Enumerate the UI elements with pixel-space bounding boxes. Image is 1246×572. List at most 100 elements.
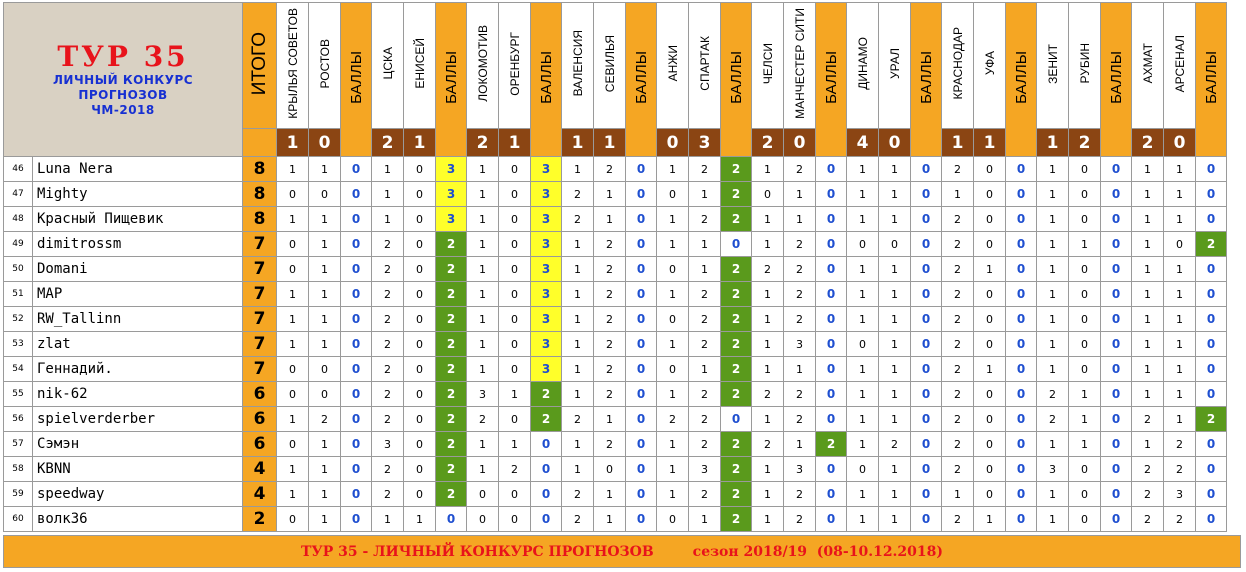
match-points: 2 bbox=[435, 481, 467, 507]
away-goals: 0 bbox=[783, 128, 816, 157]
home-prediction: 1 bbox=[371, 181, 404, 207]
table-row: 54 Геннадий. 7 0 0 0 2 0 2 1 0 3 1 2 0 0 1 2 1 1 0 1 1 0 2 1 0 1 0 0 1… bbox=[3, 356, 1227, 382]
home-team-name: ЧЕЛСИ bbox=[760, 42, 775, 85]
home-prediction: 1 bbox=[846, 281, 879, 307]
away-prediction: 1 bbox=[308, 456, 341, 482]
away-prediction: 0 bbox=[498, 181, 531, 207]
home-prediction: 2 bbox=[941, 156, 974, 182]
away-prediction: 0 bbox=[973, 406, 1006, 432]
home-prediction: 1 bbox=[466, 206, 499, 232]
home-prediction: 0 bbox=[846, 456, 879, 482]
away-prediction: 2 bbox=[308, 406, 341, 432]
home-prediction: 1 bbox=[1036, 256, 1069, 282]
row-number: 57 bbox=[3, 431, 33, 457]
home-prediction: 0 bbox=[276, 356, 309, 382]
home-goals: 4 bbox=[846, 128, 879, 157]
away-prediction: 1 bbox=[783, 356, 816, 382]
match-points: 2 bbox=[720, 306, 752, 332]
home-prediction: 2 bbox=[1036, 381, 1069, 407]
home-team-name: АХМАТ bbox=[1140, 43, 1155, 84]
tour-subtitle-line: ЧМ-2018 bbox=[91, 103, 155, 117]
away-prediction: 0 bbox=[498, 506, 531, 532]
away-prediction: 0 bbox=[1068, 206, 1101, 232]
match-points: 0 bbox=[625, 281, 657, 307]
match-points: 2 bbox=[720, 506, 752, 532]
away-goals: 1 bbox=[593, 128, 626, 157]
match-points: 0 bbox=[815, 506, 847, 532]
home-prediction: 1 bbox=[276, 306, 309, 332]
home-prediction: 1 bbox=[656, 231, 689, 257]
home-prediction: 2 bbox=[941, 256, 974, 282]
away-prediction: 0 bbox=[1068, 456, 1101, 482]
home-prediction: 1 bbox=[1036, 281, 1069, 307]
player-name: nik-62 bbox=[32, 381, 243, 407]
away-prediction: 2 bbox=[593, 231, 626, 257]
home-prediction: 1 bbox=[1036, 506, 1069, 532]
away-prediction: 0 bbox=[593, 456, 626, 482]
away-goals: 1 bbox=[498, 128, 531, 157]
home-prediction: 1 bbox=[371, 206, 404, 232]
away-team-name: АРСЕНАЛ bbox=[1172, 34, 1187, 93]
away-prediction: 1 bbox=[1163, 281, 1196, 307]
home-prediction: 2 bbox=[371, 381, 404, 407]
player-name: Domani bbox=[32, 256, 243, 282]
match-points: 0 bbox=[530, 456, 562, 482]
match-points: 2 bbox=[530, 381, 562, 407]
away-prediction: 0 bbox=[973, 456, 1006, 482]
match-points: 0 bbox=[1100, 506, 1132, 532]
away-prediction: 2 bbox=[688, 381, 721, 407]
home-prediction: 1 bbox=[1131, 356, 1164, 382]
player-name: Сэмэн bbox=[32, 431, 243, 457]
predictions-table: ТУР 35 ЛИЧНЫЙ КОНКУРС ПРОГНОЗОВ ЧМ-2018 ИТОГ… bbox=[3, 2, 1227, 532]
home-prediction: 0 bbox=[656, 356, 689, 382]
away-prediction: 0 bbox=[973, 156, 1006, 182]
home-prediction: 1 bbox=[846, 306, 879, 332]
player-name: Геннадий. bbox=[32, 356, 243, 382]
away-prediction: 1 bbox=[878, 181, 911, 207]
away-prediction: 0 bbox=[403, 256, 436, 282]
points-header-label: БАЛЛЫ bbox=[1012, 51, 1030, 104]
match-points: 0 bbox=[1005, 481, 1037, 507]
away-prediction: 1 bbox=[878, 331, 911, 357]
home-team-header: АНЖИ bbox=[656, 2, 689, 129]
away-prediction: 0 bbox=[308, 381, 341, 407]
away-prediction: 2 bbox=[783, 231, 816, 257]
tour-subtitle-line: ЛИЧНЫЙ КОНКУРС bbox=[52, 73, 194, 87]
points-header: БАЛЛЫ bbox=[815, 2, 847, 157]
home-prediction: 2 bbox=[941, 281, 974, 307]
match-points: 2 bbox=[435, 331, 467, 357]
away-prediction: 1 bbox=[593, 181, 626, 207]
match-points: 0 bbox=[625, 181, 657, 207]
away-team-name: СПАРТАК bbox=[697, 36, 712, 91]
home-prediction: 0 bbox=[846, 331, 879, 357]
home-prediction: 1 bbox=[561, 456, 594, 482]
home-prediction: 2 bbox=[371, 281, 404, 307]
match-points: 0 bbox=[340, 431, 372, 457]
match-points: 3 bbox=[530, 231, 562, 257]
home-team-header: КРЫЛЬЯ СОВЕТОВ bbox=[276, 2, 309, 129]
away-prediction: 1 bbox=[308, 306, 341, 332]
home-prediction: 1 bbox=[1036, 306, 1069, 332]
away-prediction: 0 bbox=[403, 456, 436, 482]
home-prediction: 2 bbox=[656, 406, 689, 432]
away-prediction: 1 bbox=[688, 181, 721, 207]
away-prediction: 1 bbox=[878, 356, 911, 382]
points-header: БАЛЛЫ bbox=[340, 2, 372, 157]
match-points: 0 bbox=[1100, 181, 1132, 207]
home-prediction: 1 bbox=[941, 481, 974, 507]
player-name: Mighty bbox=[32, 181, 243, 207]
away-prediction: 1 bbox=[308, 281, 341, 307]
home-prediction: 1 bbox=[751, 156, 784, 182]
match-points: 0 bbox=[1195, 206, 1227, 232]
player-total: 6 bbox=[242, 431, 277, 457]
match-points: 2 bbox=[720, 256, 752, 282]
match-points: 0 bbox=[625, 306, 657, 332]
away-prediction: 1 bbox=[878, 506, 911, 532]
points-header: БАЛЛЫ bbox=[1195, 2, 1227, 157]
away-prediction: 1 bbox=[308, 256, 341, 282]
away-prediction: 1 bbox=[1163, 331, 1196, 357]
match-points: 2 bbox=[435, 256, 467, 282]
home-prediction: 1 bbox=[1036, 331, 1069, 357]
total-header-score-spacer bbox=[242, 128, 277, 157]
match-points: 0 bbox=[720, 406, 752, 432]
